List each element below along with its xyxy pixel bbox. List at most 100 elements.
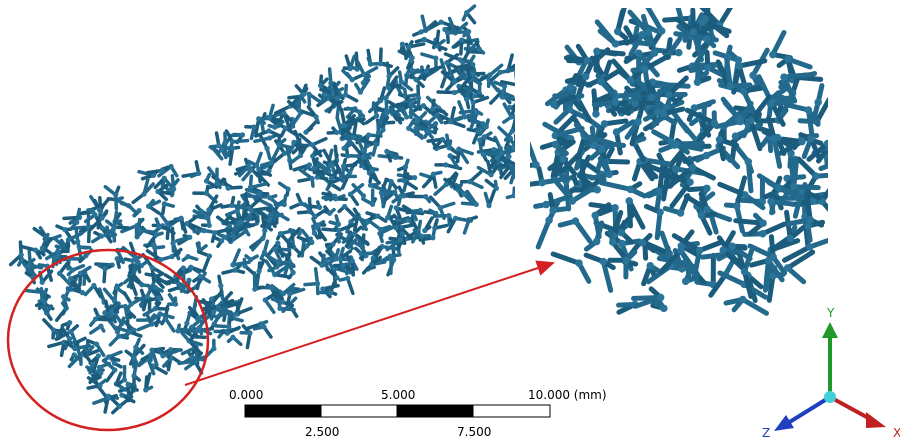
node xyxy=(532,161,540,169)
node xyxy=(363,253,368,258)
node xyxy=(806,216,814,224)
node xyxy=(703,152,711,160)
x-axis-arrow xyxy=(830,397,872,420)
node xyxy=(329,176,334,181)
node xyxy=(525,171,530,176)
node xyxy=(154,232,159,237)
strut xyxy=(545,163,548,169)
node xyxy=(403,164,408,169)
node xyxy=(282,202,287,207)
node xyxy=(394,205,399,210)
node xyxy=(143,387,148,392)
scale-segment xyxy=(397,405,473,417)
node xyxy=(328,290,333,295)
strut xyxy=(520,163,523,175)
node xyxy=(433,121,438,126)
node xyxy=(116,334,121,339)
node xyxy=(112,361,117,366)
node xyxy=(72,346,77,351)
strut xyxy=(517,139,519,155)
node xyxy=(162,201,167,206)
node xyxy=(207,253,212,258)
node xyxy=(444,60,449,65)
node xyxy=(601,120,609,128)
node xyxy=(413,126,418,131)
node xyxy=(352,231,357,236)
node xyxy=(155,189,160,194)
node xyxy=(149,347,154,352)
node xyxy=(68,329,73,334)
node xyxy=(814,99,822,107)
node xyxy=(401,178,406,183)
node xyxy=(275,241,280,246)
node xyxy=(430,107,435,112)
node xyxy=(701,15,709,23)
node xyxy=(612,98,620,106)
node xyxy=(97,383,102,388)
node xyxy=(591,141,599,149)
z-axis-arrow xyxy=(788,397,830,423)
node xyxy=(269,160,274,165)
node xyxy=(728,243,736,251)
node xyxy=(350,77,355,82)
node xyxy=(686,178,694,186)
node xyxy=(77,245,82,250)
node xyxy=(233,311,238,316)
node xyxy=(559,155,567,163)
node xyxy=(310,176,315,181)
node xyxy=(144,294,149,299)
node xyxy=(497,70,502,75)
node xyxy=(368,61,373,66)
node xyxy=(350,258,355,263)
node xyxy=(384,149,389,154)
node xyxy=(272,125,277,130)
node xyxy=(263,297,268,302)
node xyxy=(206,207,211,212)
node xyxy=(459,37,464,42)
node xyxy=(133,345,138,350)
node xyxy=(68,276,73,281)
node xyxy=(309,240,314,245)
node xyxy=(520,119,525,124)
node xyxy=(513,174,518,179)
node xyxy=(606,171,614,179)
node xyxy=(545,216,553,224)
node xyxy=(460,60,465,65)
node xyxy=(218,283,223,288)
node xyxy=(393,225,398,230)
node xyxy=(552,141,560,149)
node xyxy=(277,306,282,311)
node xyxy=(150,265,155,270)
node xyxy=(406,126,411,131)
node xyxy=(230,233,235,238)
node xyxy=(770,135,778,143)
strut xyxy=(534,132,543,133)
node xyxy=(229,203,234,208)
node xyxy=(266,128,271,133)
strut xyxy=(516,73,517,85)
node xyxy=(464,10,469,15)
strut xyxy=(515,145,519,154)
node xyxy=(267,195,272,200)
node xyxy=(506,154,511,159)
node xyxy=(373,141,378,146)
node xyxy=(112,367,117,372)
strut xyxy=(629,201,630,226)
node xyxy=(230,146,235,151)
node xyxy=(230,262,235,267)
node xyxy=(256,116,261,121)
node xyxy=(230,335,235,340)
node xyxy=(211,346,216,351)
node xyxy=(404,114,409,119)
strut xyxy=(518,112,525,114)
node xyxy=(80,290,85,295)
node xyxy=(412,175,417,180)
strut xyxy=(516,150,529,154)
node xyxy=(198,274,203,279)
node xyxy=(593,238,601,246)
strut xyxy=(524,126,529,135)
node xyxy=(418,208,423,213)
node xyxy=(111,227,116,232)
node xyxy=(703,185,711,193)
node xyxy=(269,285,274,290)
